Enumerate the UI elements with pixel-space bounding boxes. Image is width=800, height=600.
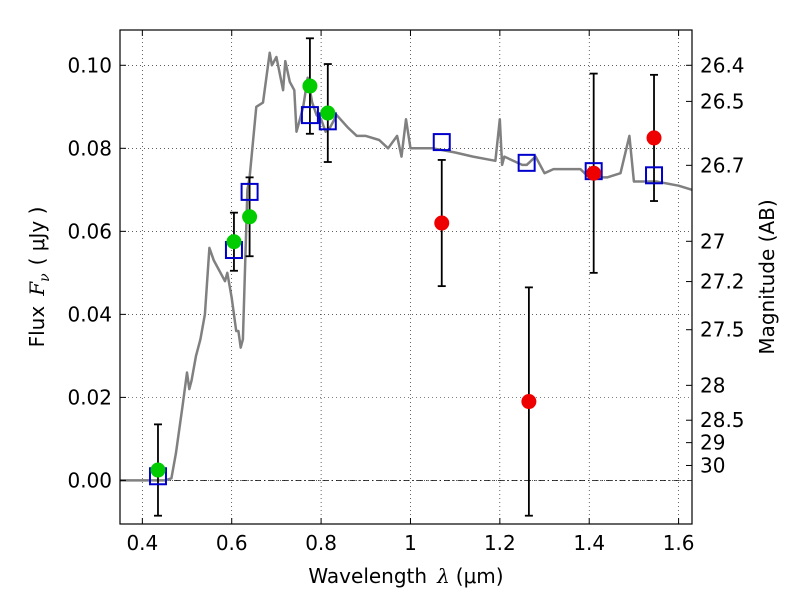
observed-flux-point [242, 209, 258, 225]
observed-flux-point [226, 234, 242, 250]
y-axis: 0.00 0.02 0.04 0.06 0.08 0.10 [67, 53, 126, 492]
observed-flux-point [586, 165, 602, 181]
x-tick-label: 0.8 [305, 531, 337, 555]
y2-tick-label: 27.2 [700, 270, 745, 294]
model-photometry-square [300, 106, 319, 125]
x-tick-label: 1.4 [573, 531, 605, 555]
model-photometry-square [240, 182, 259, 201]
x-tick-label: 0.6 [216, 531, 248, 555]
y2-tick-label: 28.5 [700, 408, 745, 432]
x-tick-label: 1.2 [484, 531, 516, 555]
model-photometry-square [432, 133, 451, 152]
y2-tick-label: 26.7 [700, 153, 745, 177]
observed-flux-point [646, 130, 662, 146]
observed-flux-point [521, 394, 537, 410]
y-axis-label: FluxFν( μJy ) [25, 207, 53, 348]
x-tick-label: 0.4 [126, 531, 158, 555]
plot-frame [119, 29, 693, 525]
y-tick-label: 0.00 [67, 468, 112, 492]
y2-tick-label: 26.5 [700, 89, 745, 113]
y2-tick-label: 27 [700, 229, 725, 253]
x-tick-label: 1 [404, 531, 417, 555]
y-tick-label: 0.08 [67, 136, 112, 160]
y2-tick-label: 28 [700, 373, 725, 397]
x-axis: 0.4 0.6 0.8 1 1.2 1.4 1.6 [126, 30, 695, 555]
y2-tick-label: 30 [700, 453, 725, 477]
observed-flux-point [302, 78, 318, 94]
x-tick-label: 1.6 [663, 531, 695, 555]
y-tick-label: 0.06 [67, 219, 112, 243]
model-photometry-square [645, 166, 664, 185]
observed-flux-point [434, 215, 450, 231]
plot-area [120, 37, 693, 517]
y-tick-label: 0.04 [67, 302, 112, 326]
y2-axis-label: Magnitude (AB) [755, 199, 779, 354]
y-tick-label: 0.02 [67, 385, 112, 409]
y2-tick-label: 27.5 [700, 318, 745, 342]
observed-flux-point [320, 105, 336, 121]
y2-tick-label: 26.4 [700, 53, 745, 77]
model-photometry-square [517, 153, 536, 172]
y-tick-label: 0.10 [67, 53, 112, 77]
observed-flux-point [150, 462, 166, 478]
y2-tick-label: 29 [700, 431, 725, 455]
x-axis-label: Wavelength λ (μm) [308, 564, 503, 588]
